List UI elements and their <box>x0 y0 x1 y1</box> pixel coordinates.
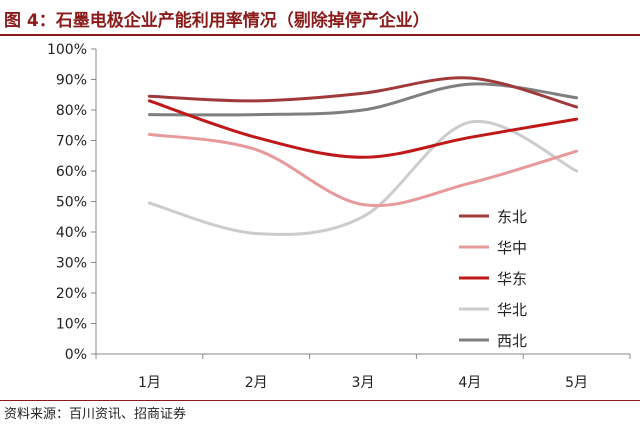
chart-axes <box>95 49 630 355</box>
y-tick-label: 50% <box>56 195 87 211</box>
series-line-华东 <box>147 99 579 159</box>
y-tick-label: 0% <box>65 347 87 363</box>
x-tick-label: 1月 <box>138 375 161 391</box>
y-tick-label: 10% <box>56 317 87 333</box>
x-tick-label: 3月 <box>352 375 375 391</box>
legend-label: 华北 <box>497 301 527 319</box>
figure-title: 图 4：石墨电极企业产能利用率情况（剔除掉停产企业） <box>4 11 430 31</box>
y-tick-label: 90% <box>56 73 87 89</box>
series-line-华北 <box>147 119 579 236</box>
y-tick-label: 60% <box>56 164 87 180</box>
legend-label: 东北 <box>497 208 527 226</box>
x-axis-ticks: 1月 2月 3月 4月 5月 <box>95 354 631 391</box>
y-tick-label: 20% <box>56 286 87 302</box>
y-tick-label: 30% <box>56 256 87 272</box>
series-line-东北 <box>147 76 579 109</box>
figure-header: 图 4：石墨电极企业产能利用率情况（剔除掉停产企业） <box>0 0 640 34</box>
legend-label: 西北 <box>497 332 527 350</box>
x-tick-label: 5月 <box>565 375 588 391</box>
source-divider <box>0 400 640 401</box>
y-tick-label: 70% <box>56 134 87 150</box>
x-tick-label: 4月 <box>458 375 481 391</box>
title-divider <box>0 34 640 36</box>
source-note: 资料来源：百川资讯、招商证券 <box>4 407 187 422</box>
y-tick-label: 100% <box>47 42 87 58</box>
line-chart: 0% 10% 20% 30% 40% 50% 60% 70% 80% 90% 100% 1月 2月 3月… <box>47 42 631 391</box>
x-tick-label: 2月 <box>245 375 268 391</box>
series-line-华中 <box>147 132 579 208</box>
series-lines <box>147 76 579 236</box>
y-tick-label: 40% <box>56 225 87 241</box>
y-tick-label: 80% <box>56 103 87 119</box>
y-axis-ticks: 0% 10% 20% 30% 40% 50% 60% 70% 80% 90% 100% <box>47 42 96 363</box>
legend-label: 华东 <box>497 270 527 288</box>
legend-label: 华中 <box>497 239 527 257</box>
